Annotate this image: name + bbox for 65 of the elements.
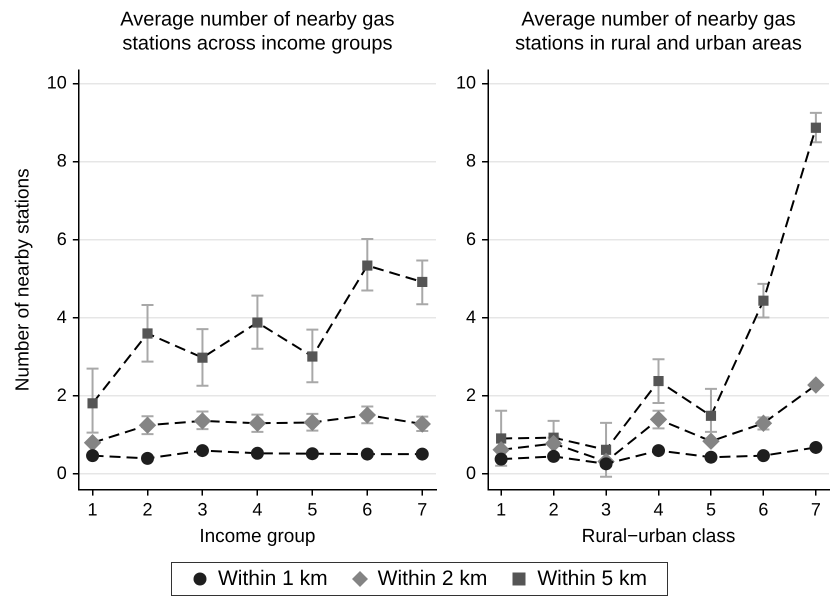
- point: [360, 448, 374, 461]
- point: [307, 351, 318, 362]
- y-tick-label: 4: [56, 306, 67, 327]
- x-tick-label: 7: [417, 499, 428, 520]
- point: [807, 376, 824, 394]
- point: [494, 452, 508, 466]
- point: [547, 450, 560, 463]
- y-axis-title: Number of nearby stations: [12, 168, 34, 392]
- point: [252, 317, 263, 328]
- point: [653, 376, 664, 386]
- y-tick-label: 10: [456, 72, 476, 93]
- x-axis-title: Income group: [199, 526, 316, 547]
- y-tick-label: 6: [56, 228, 67, 249]
- x-tick-label: 1: [88, 499, 98, 520]
- point: [306, 447, 319, 460]
- point: [84, 434, 102, 452]
- point: [142, 328, 153, 339]
- point: [809, 440, 822, 454]
- y-tick-label: 0: [56, 462, 67, 483]
- point: [416, 448, 429, 461]
- x-tick-label: 2: [142, 499, 153, 520]
- point: [600, 457, 613, 470]
- y-tick-label: 2: [56, 384, 67, 405]
- point: [86, 449, 100, 462]
- point: [197, 352, 208, 363]
- x-tick-label: 4: [252, 499, 262, 520]
- x-tick-label: 3: [197, 499, 208, 520]
- y-tick-label: 8: [466, 150, 476, 171]
- point: [250, 446, 264, 460]
- point: [196, 444, 209, 458]
- point: [758, 296, 769, 306]
- x-tick-label: 6: [758, 499, 768, 520]
- x-tick-label: 7: [810, 499, 821, 520]
- point: [496, 433, 506, 444]
- point: [600, 444, 612, 455]
- y-tick-label: 2: [466, 384, 476, 405]
- chart-title: Average number of nearby gas stations across income groups: [120, 8, 395, 55]
- point: [652, 444, 666, 458]
- point: [417, 276, 428, 288]
- point: [702, 432, 720, 450]
- y-tick-label: 6: [466, 228, 476, 249]
- x-tick-label: 4: [654, 499, 664, 520]
- x-tick-label: 1: [496, 499, 506, 520]
- legend-label: Within 5 km: [537, 567, 648, 591]
- point: [706, 410, 716, 421]
- x-tick-label: 5: [307, 499, 318, 520]
- x-tick-label: 5: [706, 499, 716, 520]
- x-axis-title: Rural−urban class: [582, 526, 736, 547]
- y-tick-label: 0: [466, 462, 476, 483]
- point: [545, 435, 562, 452]
- y-tick-label: 8: [56, 150, 67, 171]
- y-tick-label: 10: [46, 72, 67, 93]
- legend-label: Within 1 km: [218, 567, 328, 591]
- point: [810, 122, 821, 133]
- chart-title: Average number of nearby gas stations in rural and urban areas: [515, 8, 802, 55]
- legend-label: Within 2 km: [378, 567, 488, 591]
- y-tick-label: 4: [466, 306, 476, 327]
- point: [362, 260, 372, 271]
- point: [87, 398, 98, 408]
- point: [141, 452, 154, 465]
- x-tick-label: 3: [601, 499, 612, 520]
- point: [704, 450, 718, 464]
- x-tick-label: 6: [362, 499, 372, 520]
- x-tick-label: 2: [548, 499, 559, 520]
- point: [756, 449, 770, 462]
